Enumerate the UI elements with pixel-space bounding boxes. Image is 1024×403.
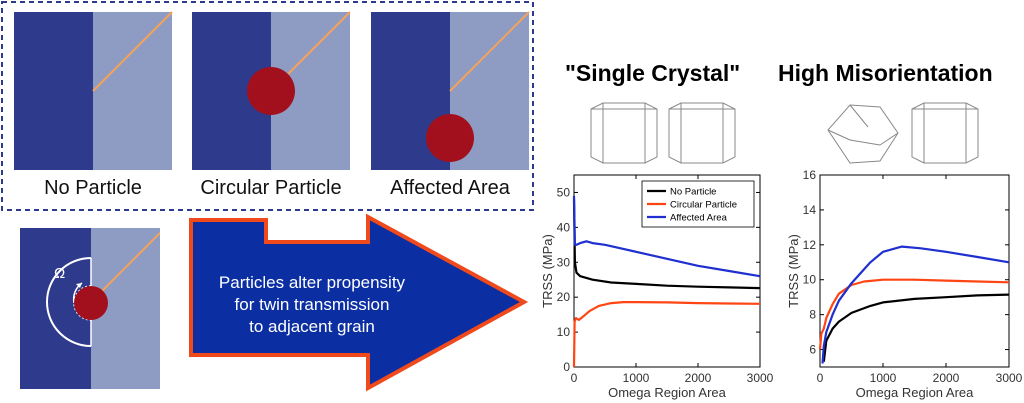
x-tick-label: 2000 [685, 371, 712, 385]
x-tick-label: 0 [817, 371, 824, 385]
y-tick-label: 12 [803, 238, 817, 252]
series-line-no-particle [572, 199, 761, 290]
series-line-no-particle [822, 293, 1010, 362]
x-tick-label: 0 [571, 371, 578, 385]
y-tick-label: 8 [809, 308, 816, 322]
hex-prism-icon [911, 102, 979, 164]
y-tick-label: 10 [557, 325, 571, 339]
series-line-affected-area [572, 195, 761, 278]
y-axis-label: TRSS (MPa) [786, 234, 801, 308]
particle-circle [74, 286, 108, 320]
x-tick-label: 1000 [623, 371, 650, 385]
hex-prism-icon [668, 102, 736, 164]
legend-entry: Affected Area [670, 213, 728, 224]
label-affected-area: Affected Area [390, 177, 510, 199]
x-axis-label: Omega Region Area [856, 385, 975, 400]
dashed-frame [1, 1, 534, 211]
rotated-hex-prism-icon [827, 104, 899, 164]
series-line-affected-area [821, 245, 1010, 364]
arrow-line-3: to adjacent grain [249, 317, 375, 336]
y-tick-label: 10 [803, 273, 817, 287]
arrow-caption: Particles alter propensity for twin tran… [192, 272, 432, 338]
label-circular-particle: Circular Particle [200, 177, 342, 199]
particle-circle [247, 67, 295, 115]
chart-single-crystal: 0 1000 2000 3000 0 10 20 30 40 50 Omega Region Are… [540, 174, 774, 400]
y-tick-label: 0 [563, 360, 570, 374]
legend-entry: No Particle [670, 187, 716, 198]
panel-affected-area [371, 11, 530, 170]
x-axis-label: Omega Region Area [608, 385, 727, 400]
arrow-line-1: Particles alter propensity [218, 273, 406, 292]
crystal-sketches-single [590, 102, 736, 164]
label-no-particle: No Particle [44, 177, 142, 199]
crystal-sketches-misoriented [827, 102, 979, 164]
particle-circle [426, 114, 474, 162]
arrow-line-2: for twin transmission [234, 295, 390, 314]
y-tick-label: 40 [557, 220, 571, 234]
panel-no-particle [14, 11, 173, 170]
x-tick-label: 2000 [933, 371, 960, 385]
omega-panel: Ω [20, 228, 160, 389]
title-high-misorientation: High Misorientation [778, 60, 993, 86]
y-tick-label: 20 [557, 290, 571, 304]
legend-entry: Circular Particle [670, 200, 737, 211]
particle-panels [1, 1, 534, 211]
x-tick-label: 3000 [747, 371, 774, 385]
chart-high-misorientation: 0 1000 2000 3000 6 8 10 12 14 16 Omega Region Area… [786, 168, 1023, 400]
big-arrow [189, 213, 529, 392]
y-tick-label: 14 [803, 203, 817, 217]
y-tick-label: 16 [803, 168, 817, 182]
omega-symbol: Ω [54, 265, 65, 282]
series-line-circular-particle [572, 301, 761, 368]
plot-area [819, 174, 1010, 368]
panel-circular-particle [192, 11, 351, 170]
x-tick-label: 3000 [996, 371, 1023, 385]
y-tick-label: 50 [557, 185, 571, 199]
omega-region-boundary [46, 257, 92, 347]
y-axis-label: TRSS (MPa) [540, 234, 555, 308]
title-single-crystal: "Single Crystal" [565, 60, 741, 86]
hex-prism-icon [590, 102, 658, 164]
y-tick-label: 6 [809, 343, 816, 357]
y-tick-label: 30 [557, 255, 571, 269]
x-tick-label: 1000 [870, 371, 897, 385]
